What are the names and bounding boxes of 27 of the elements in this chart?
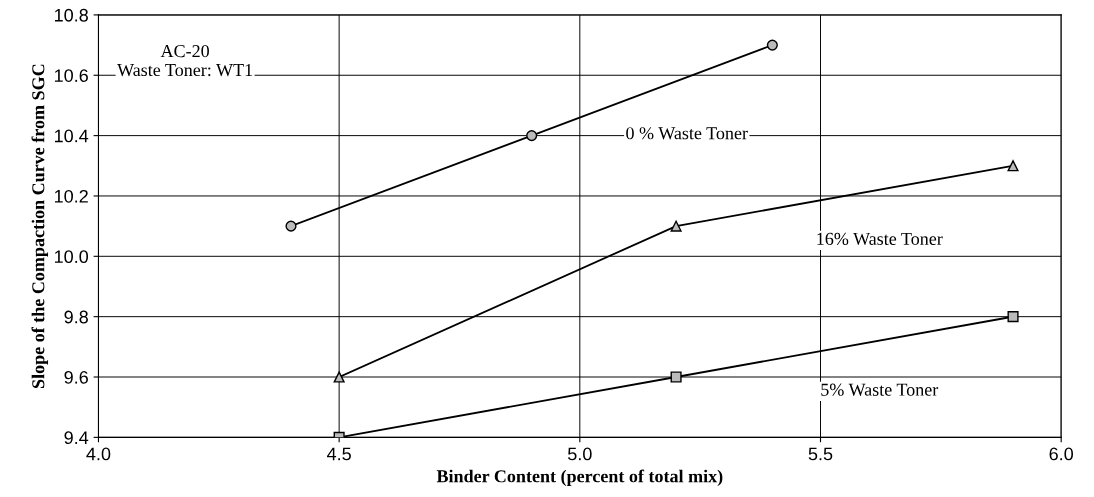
y-tick-label: 10.0 bbox=[54, 250, 89, 264]
y-tick-label: 9.8 bbox=[64, 310, 88, 324]
point bbox=[670, 371, 682, 383]
y-tick-label: 10.2 bbox=[54, 189, 88, 203]
x-tick-label: 6.0 bbox=[1049, 447, 1074, 461]
series-label: 16% Waste Toner bbox=[817, 232, 943, 246]
point bbox=[1007, 160, 1019, 172]
y-tick-label: 10.6 bbox=[54, 69, 88, 82]
y-tick-label: 10.8 bbox=[54, 8, 88, 22]
point bbox=[766, 39, 778, 51]
point bbox=[333, 371, 345, 383]
point bbox=[1007, 311, 1019, 323]
x-tick-label: 5.5 bbox=[808, 447, 833, 461]
point bbox=[526, 130, 538, 142]
x-tick-label: 5.0 bbox=[567, 447, 592, 461]
x-axis-title: Binder Content (percent of total mix) bbox=[436, 469, 723, 487]
point bbox=[670, 220, 682, 232]
annotation: AC-20 Waste Toner: WT1 bbox=[117, 45, 253, 77]
point bbox=[285, 220, 297, 232]
y-tick-label: 10.4 bbox=[54, 129, 89, 143]
x-tick-label: 4.0 bbox=[86, 447, 111, 461]
y-tick-label: 9.4 bbox=[64, 431, 89, 445]
x-tick-label: 4.5 bbox=[327, 447, 351, 461]
series-label: 0 % Waste Toner bbox=[626, 127, 748, 140]
series-label: 5% Waste Toner bbox=[821, 383, 939, 396]
y-axis-title: Slope of the Compaction Curve from SGC bbox=[31, 64, 49, 388]
y-tick-label: 9.6 bbox=[64, 370, 88, 384]
